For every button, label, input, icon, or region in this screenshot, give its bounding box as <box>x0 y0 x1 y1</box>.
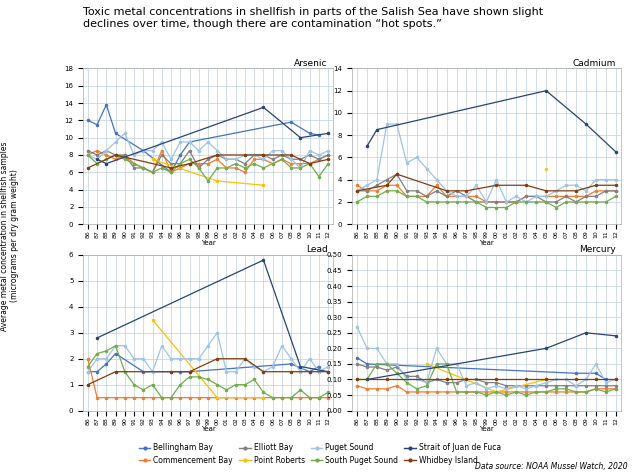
X-axis label: Year: Year <box>200 240 216 246</box>
X-axis label: Year: Year <box>479 240 494 246</box>
Text: Mercury: Mercury <box>579 245 616 254</box>
Text: Arsenic: Arsenic <box>294 59 328 67</box>
Legend: Bellingham Bay, Commencement Bay, Elliott Bay, Point Roberts, Puget Sound, South: Bellingham Bay, Commencement Bay, Elliot… <box>136 440 504 468</box>
Text: Cadmium: Cadmium <box>572 59 616 67</box>
Text: Average metal concentration in shellfish samples
(micrograms per dry gram weight: Average metal concentration in shellfish… <box>0 141 19 331</box>
Point <box>541 165 551 172</box>
Text: Lead: Lead <box>306 245 328 254</box>
X-axis label: Year: Year <box>200 426 216 432</box>
Text: Toxic metal concentrations in shellfish in parts of the Salish Sea have shown sl: Toxic metal concentrations in shellfish … <box>83 7 543 29</box>
X-axis label: Year: Year <box>479 426 494 432</box>
Text: Data source: NOAA Mussel Watch, 2020: Data source: NOAA Mussel Watch, 2020 <box>475 462 627 471</box>
